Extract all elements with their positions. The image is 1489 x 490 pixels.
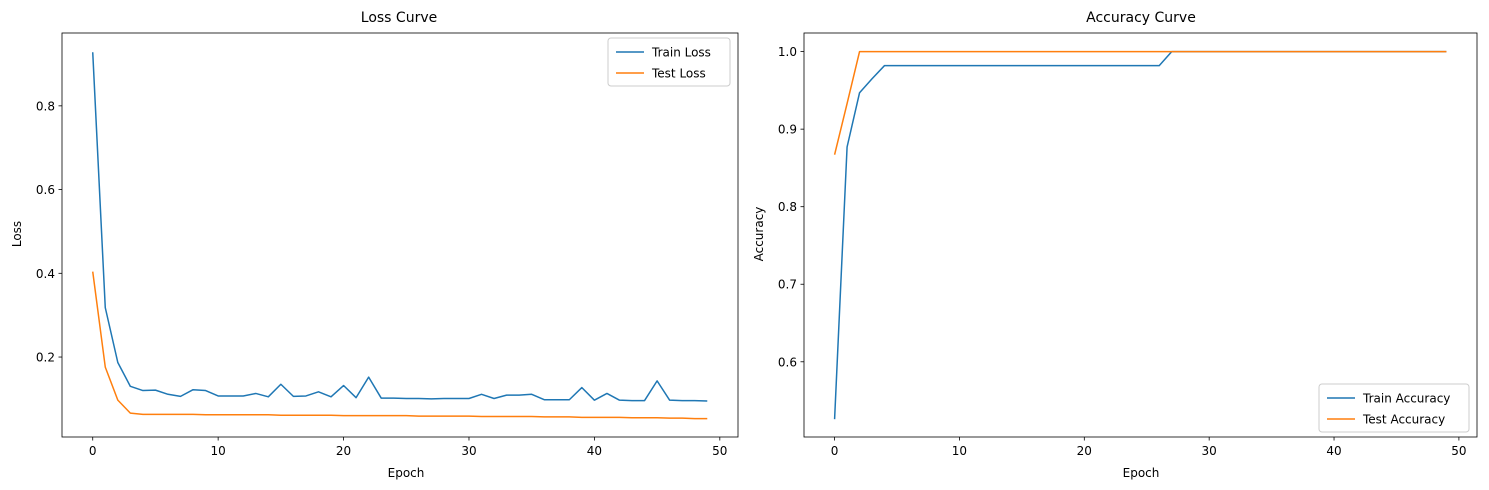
x-tick-label: 0	[831, 444, 839, 458]
y-tick-label: 0.8	[36, 99, 55, 113]
legend-box	[607, 37, 731, 87]
legend-entry: Test Loss	[651, 67, 706, 81]
legend-box	[1318, 383, 1470, 433]
series-line-test-loss	[91, 271, 708, 420]
series-line-train-loss	[91, 52, 708, 402]
x-tick-label: 30	[461, 444, 476, 458]
accuracy-chart: Accuracy Curve Epoch Accuracy 0 10 20 30 40 5…	[752, 10, 1478, 480]
x-axis-label: Epoch	[1123, 466, 1160, 480]
y-axis-label: Loss	[10, 221, 24, 247]
x-tick-label: 50	[712, 444, 727, 458]
y-tick-label: 0.8	[778, 200, 797, 214]
plot-frame	[803, 32, 1478, 438]
chart-title: Accuracy Curve	[1086, 10, 1196, 26]
legend-entry: Train Accuracy	[1362, 392, 1450, 406]
plot-frame	[61, 32, 739, 438]
x-tick-label: 40	[587, 444, 602, 458]
x-tick-label: 0	[89, 444, 97, 458]
x-tick-label: 40	[1326, 444, 1341, 458]
x-tick-label: 50	[1451, 444, 1466, 458]
x-tick-label: 20	[1077, 444, 1092, 458]
y-tick-label: 0.4	[36, 267, 55, 281]
y-tick-label: 0.6	[36, 183, 55, 197]
x-axis-label: Epoch	[388, 466, 425, 480]
x-tick-label: 10	[952, 444, 967, 458]
chart-title: Loss Curve	[361, 10, 437, 26]
y-tick-label: 1.0	[778, 45, 797, 59]
x-tick-label: 10	[211, 444, 226, 458]
legend-entry: Train Loss	[651, 46, 711, 60]
y-tick-label: 0.9	[778, 123, 797, 137]
x-tick-label: 30	[1202, 444, 1217, 458]
legend-entry: Test Accuracy	[1362, 413, 1445, 427]
series-line-test-accuracy	[833, 50, 1447, 155]
y-tick-label: 0.7	[778, 278, 797, 292]
legend: Train Accuracy Test Accuracy	[1318, 383, 1470, 433]
loss-chart: Loss Curve Epoch Loss 0 10 20 30 40 50 0.2 0.4 0…	[10, 10, 739, 480]
y-axis-label: Accuracy	[752, 207, 766, 262]
y-tick-label: 0.6	[778, 355, 797, 369]
x-tick-label: 20	[336, 444, 351, 458]
legend: Train Loss Test Loss	[607, 37, 731, 87]
y-tick-label: 0.2	[36, 351, 55, 365]
